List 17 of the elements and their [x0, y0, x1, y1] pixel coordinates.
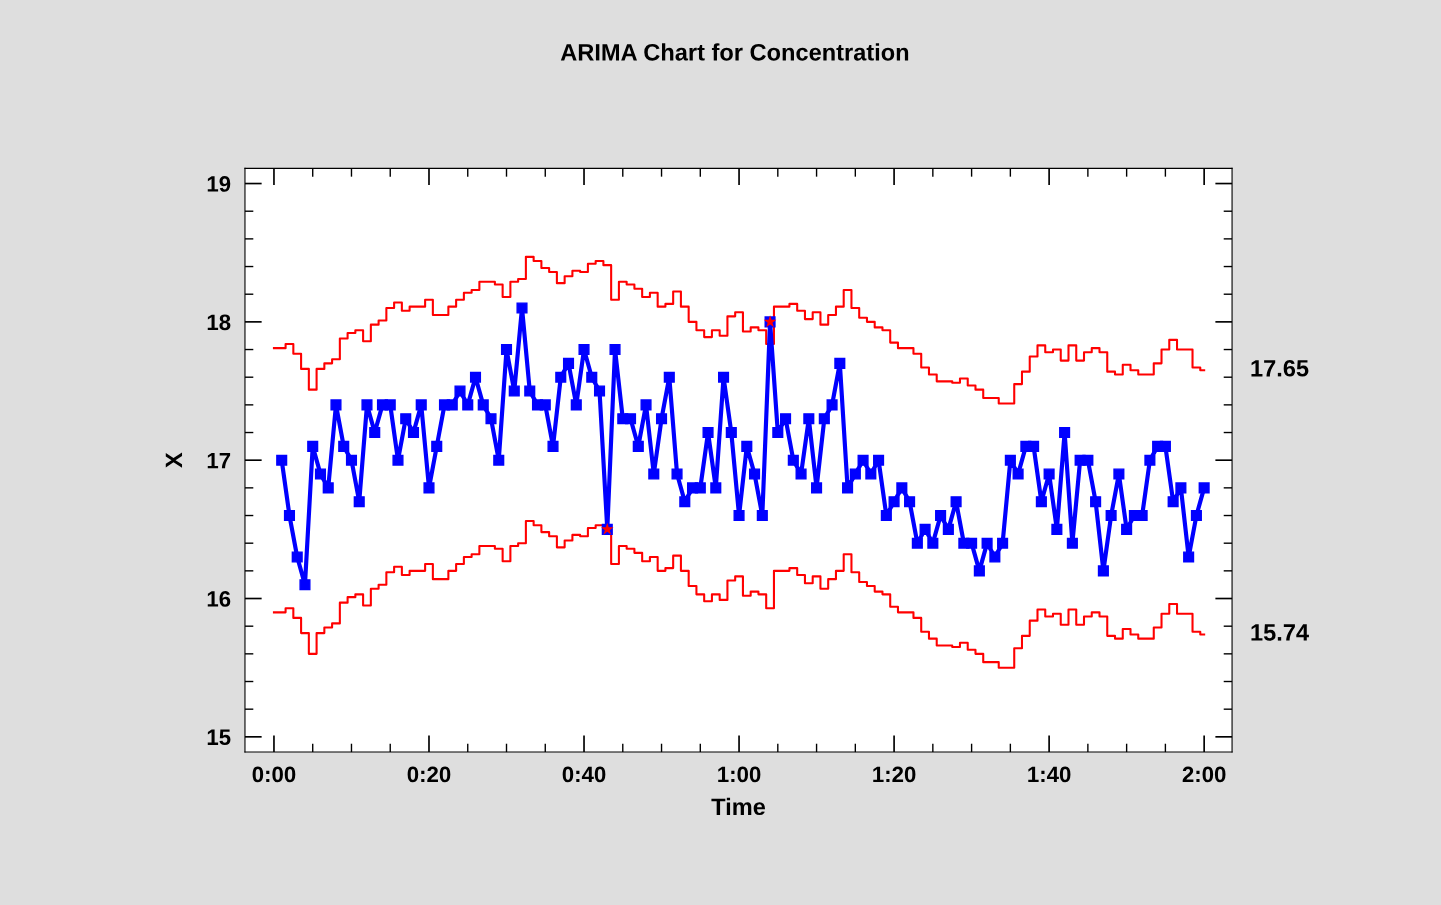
x-tick-label: 0:20: [407, 766, 451, 783]
y-axis-title: X: [165, 452, 183, 468]
annotation: 17.65: [1251, 359, 1309, 377]
x-tick-label: 0:40: [562, 766, 606, 783]
x-tick-label: 1:40: [1028, 766, 1071, 783]
chart-title: ARIMA Chart for Concentration: [560, 43, 909, 61]
annotation: 15.74: [1251, 624, 1309, 641]
y-tick-label: 16: [207, 591, 231, 607]
y-tick-label: 19: [207, 176, 231, 192]
x-axis-title: Time: [711, 797, 766, 816]
x-tick-label: 1:20: [873, 766, 916, 783]
x-tick-label: 1:00: [718, 766, 761, 783]
y-tick-label: 15: [207, 729, 231, 746]
y-tick-label: 17: [207, 452, 231, 469]
y-tick-label: 18: [207, 314, 231, 331]
x-tick-label: 0:00: [252, 766, 296, 783]
x-tick-label: 2:00: [1182, 766, 1226, 783]
